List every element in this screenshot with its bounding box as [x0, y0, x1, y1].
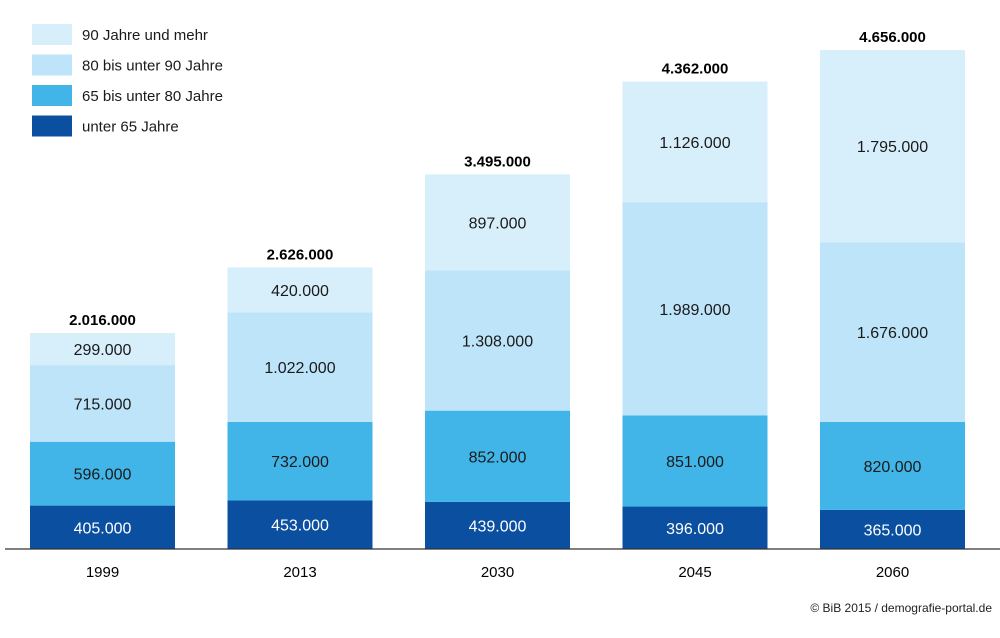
legend-label: 65 bis unter 80 Jahre — [82, 88, 223, 105]
total-value-label: 2.626.000 — [267, 246, 334, 263]
segment-value-label: 420.000 — [271, 283, 329, 300]
bar-segment — [227, 312, 373, 422]
x-tick-label: 2013 — [283, 564, 316, 581]
legend-swatch — [32, 24, 72, 45]
x-tick-label: 1999 — [86, 564, 119, 581]
segment-value-label: 365.000 — [864, 522, 922, 539]
segment-value-label: 732.000 — [271, 454, 329, 471]
x-axis-ticks: 1999 2013 2030 2045 2060 — [86, 564, 909, 581]
credit-text: © BiB 2015 / demografie-portal.de — [810, 601, 992, 615]
legend: 90 Jahre und mehr 80 bis unter 90 Jahre 65… — [32, 24, 223, 137]
bar-segment — [622, 506, 768, 549]
bar-segment — [30, 333, 175, 366]
bar-segment — [622, 415, 768, 507]
bar-segment — [820, 242, 965, 422]
bar-segment — [227, 267, 373, 313]
segment-value-label: 1.022.000 — [264, 360, 335, 377]
segment-value-label: 1.795.000 — [857, 139, 928, 156]
segment-value-label: 715.000 — [74, 396, 132, 413]
segment-value-label: 897.000 — [469, 215, 527, 232]
bar-segment — [227, 421, 373, 501]
legend-swatch — [32, 54, 72, 76]
bar-segment — [425, 410, 570, 502]
segment-value-label: 396.000 — [666, 521, 724, 538]
bar-segment — [425, 270, 570, 411]
segment-value-label: 439.000 — [469, 518, 527, 535]
total-value-label: 2.016.000 — [69, 312, 136, 329]
segment-value-label: 1.126.000 — [659, 135, 730, 152]
segment-value-label: 1.308.000 — [462, 334, 533, 351]
x-tick-label: 2045 — [678, 564, 711, 581]
bar-segment — [30, 365, 175, 442]
bars-layer: 405.000 596.000 715.000 299.000 2.016.000 453… — [30, 29, 965, 549]
bar-segment — [30, 441, 175, 506]
x-tick-label: 2030 — [481, 564, 514, 581]
total-value-label: 4.656.000 — [859, 29, 926, 46]
segment-value-label: 299.000 — [74, 342, 132, 359]
bar-segment — [622, 81, 768, 203]
bar-segment — [820, 421, 965, 510]
segment-value-label: 453.000 — [271, 518, 329, 535]
segment-value-label: 596.000 — [74, 467, 132, 484]
total-value-label: 4.362.000 — [662, 61, 729, 78]
segment-value-label: 820.000 — [864, 459, 922, 476]
segment-value-label: 852.000 — [469, 449, 527, 466]
bar-segment — [425, 174, 570, 271]
total-value-label: 3.495.000 — [464, 153, 531, 170]
bar-segment — [227, 500, 373, 549]
segment-value-label: 851.000 — [666, 454, 724, 471]
segment-value-label: 1.676.000 — [857, 325, 928, 342]
bar-segment — [820, 509, 965, 549]
legend-swatch — [32, 85, 72, 106]
bar-segment — [30, 505, 175, 549]
bar-segment — [622, 202, 768, 416]
segment-value-label: 405.000 — [74, 520, 132, 537]
legend-label: 90 Jahre und mehr — [82, 27, 208, 44]
legend-label: unter 65 Jahre — [82, 119, 179, 136]
segment-value-label: 1.989.000 — [659, 302, 730, 319]
legend-swatch — [32, 115, 72, 137]
bar-segment — [820, 50, 965, 243]
bar-segment — [425, 501, 570, 549]
x-tick-label: 2060 — [876, 564, 909, 581]
legend-label: 80 bis unter 90 Jahre — [82, 58, 223, 75]
